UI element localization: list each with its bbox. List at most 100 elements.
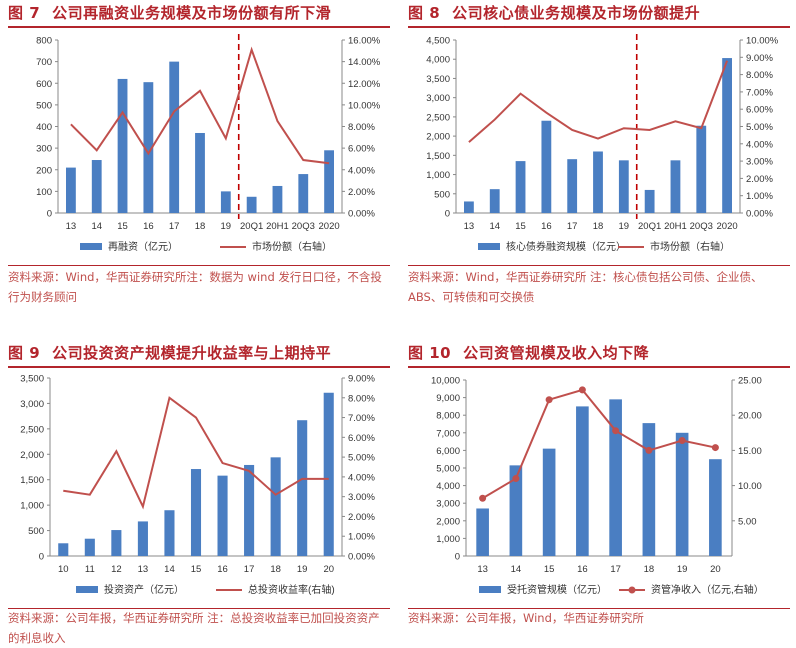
x-tick-label: 13 (464, 221, 475, 232)
source-rule (8, 265, 390, 266)
x-tick-label: 14 (511, 564, 522, 575)
legend-line-label: 市场份额（右轴） (650, 240, 730, 253)
bar (642, 423, 656, 556)
x-tick-label: 20H1 (266, 221, 289, 232)
bar (515, 161, 526, 213)
left-tick-label: 3,000 (436, 499, 460, 510)
bar (576, 406, 589, 556)
left-tick-label: 3,500 (20, 374, 44, 385)
left-tick-label: 8,000 (436, 411, 460, 422)
figure-number: 图 10 (408, 344, 452, 362)
right-tick-label: 5.00% (746, 122, 773, 133)
left-tick-label: 5,000 (436, 464, 460, 475)
bar (709, 459, 722, 556)
right-tick-label: 2.00% (348, 187, 375, 198)
x-tick-label: 10 (58, 564, 69, 575)
right-tick-label: 1.00% (746, 191, 773, 202)
source-rule (8, 608, 390, 609)
left-tick-label: 2,000 (426, 132, 450, 143)
line-point (578, 386, 586, 394)
figure-source: 资料来源：公司年报，Wind，华西证券研究所 (408, 611, 644, 625)
left-tick-label: 6,000 (436, 446, 460, 457)
right-tick-label: 10.00% (348, 100, 381, 111)
right-tick-label: 0.00% (348, 552, 375, 563)
bar (618, 160, 629, 213)
bar (143, 82, 154, 213)
chart-9: 0 500 1,000 1,500 2,000 2,500 3,000 3,500 0.00% 1… (20, 374, 375, 597)
left-tick-label: 1,000 (20, 501, 44, 512)
x-tick-label: 20Q1 (638, 221, 661, 232)
right-tick-label: 7.00% (746, 87, 773, 98)
left-tick-label: 1,500 (20, 475, 44, 486)
bar (644, 189, 655, 213)
left-tick-label: 2,500 (426, 112, 450, 123)
x-tick-label: 19 (221, 221, 232, 232)
figure-title: 图 7 公司再融资业务规模及市场份额有所下滑 (8, 2, 331, 23)
right-tick-label: 2.00% (746, 174, 773, 185)
left-tick-label: 9,000 (436, 393, 460, 404)
bar (91, 160, 102, 213)
left-tick-label: 4,500 (426, 36, 450, 47)
chart-10: 0 1,000 2,000 3,000 4,000 5,000 6,000 7,000 8,00… (431, 376, 764, 597)
x-tick-label: 19 (297, 564, 308, 575)
x-tick-label: 14 (489, 221, 500, 232)
right-tick-label: 2.00% (348, 512, 375, 523)
line-point (645, 446, 653, 454)
bar (297, 420, 308, 556)
right-tick-label: 9.00% (348, 374, 375, 385)
x-tick-label: 16 (577, 564, 588, 575)
legend-bar-swatch (479, 586, 501, 593)
figure-title-text: 公司资管规模及收入均下降 (463, 344, 650, 362)
right-tick-label: 6.00% (746, 105, 773, 116)
x-tick-label: 19 (619, 221, 630, 232)
bar (542, 448, 556, 556)
bar (66, 167, 76, 213)
title-rule (408, 366, 790, 368)
right-tick-label: 4.00% (746, 139, 773, 150)
series-line (482, 388, 716, 500)
right-tick-label: 12.00% (348, 79, 381, 90)
x-tick-label: 20 (710, 564, 721, 575)
left-tick-label: 0 (47, 209, 52, 220)
left-tick-label: 800 (36, 36, 52, 47)
right-tick-label: 9.00% (746, 53, 773, 64)
bar (272, 185, 283, 213)
legend-bar-swatch (80, 243, 102, 250)
right-tick-label: 25.00 (738, 376, 762, 387)
left-tick-label: 4,000 (436, 481, 460, 492)
bar (489, 189, 500, 213)
left-tick-label: 700 (36, 57, 52, 68)
left-tick-label: 100 (36, 187, 52, 198)
line-point (711, 444, 719, 452)
chart-8: 0 500 1,000 1,500 2,000 2,500 3,000 3,500 4,000 4… (426, 34, 779, 253)
x-tick-label: 15 (515, 221, 526, 232)
x-tick-label: 17 (244, 564, 255, 575)
bar (675, 432, 689, 556)
right-tick-label: 4.00% (348, 472, 375, 483)
right-tick-label: 1.00% (348, 532, 375, 543)
bar (111, 530, 122, 556)
right-tick-label: 10.00 (738, 481, 762, 492)
right-tick-label: 8.00% (746, 70, 773, 81)
bar (84, 538, 95, 556)
bar (541, 120, 552, 213)
figure-8-panel: 图 8 公司核心债业务规模及市场份额提升 0 500 1,000 1,500 2,000 2… (408, 0, 790, 310)
legend-bar-label: 受托资管规模（亿元） (507, 583, 607, 596)
left-tick-label: 3,000 (426, 93, 450, 104)
bar (722, 58, 732, 213)
figure-number: 图 9 (8, 344, 41, 362)
legend-bar-swatch (478, 243, 500, 250)
x-tick-label: 20Q1 (240, 221, 263, 232)
bar (323, 392, 334, 556)
x-tick-label: 2020 (717, 221, 738, 232)
x-tick-label: 14 (91, 221, 102, 232)
bar (464, 201, 474, 213)
x-tick-label: 16 (217, 564, 228, 575)
left-tick-label: 2,500 (20, 424, 44, 435)
x-tick-label: 15 (117, 221, 128, 232)
figure-title-text: 公司投资资产规模提升收益率与上期持平 (52, 344, 332, 362)
series-line (63, 396, 329, 510)
x-tick-label: 17 (567, 221, 578, 232)
right-tick-label: 6.00% (348, 433, 375, 444)
left-tick-label: 3,000 (20, 399, 44, 410)
